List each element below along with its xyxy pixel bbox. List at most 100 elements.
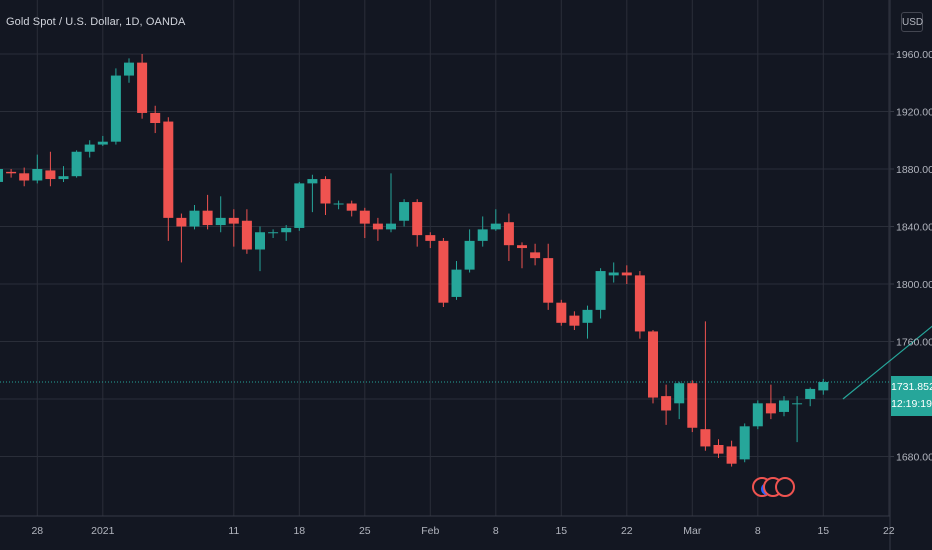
candle-body — [110, 75, 121, 142]
candle-body — [372, 223, 383, 230]
candle-body — [137, 62, 148, 113]
x-tick-label: 22 — [883, 525, 895, 537]
candle-body — [674, 383, 685, 404]
candle-body — [150, 112, 161, 123]
candle — [517, 242, 527, 269]
candle-body — [255, 232, 265, 250]
candle — [137, 54, 148, 119]
candle-body — [530, 252, 541, 259]
candle — [556, 299, 567, 326]
candle — [294, 181, 305, 231]
candle — [124, 58, 134, 83]
grid — [0, 0, 890, 516]
candle-body — [176, 217, 187, 227]
candle-body — [71, 151, 82, 177]
candle-body — [503, 222, 514, 246]
x-tick-label: 28 — [31, 525, 43, 537]
y-tick-label: 1760.000 — [896, 337, 932, 349]
candle-body — [202, 210, 213, 226]
candle — [713, 439, 724, 458]
candle-body — [45, 170, 56, 180]
chart-title: Gold Spot / U.S. Dollar, 1D, OANDA — [6, 16, 186, 28]
candle-body — [582, 309, 593, 323]
candle-body — [399, 202, 410, 221]
candle-body — [386, 223, 396, 230]
event-flag-icon[interactable] — [775, 477, 795, 497]
candle — [634, 271, 645, 339]
candle-body — [84, 144, 95, 152]
candle — [19, 167, 30, 187]
candle-body — [346, 203, 357, 211]
candle — [58, 166, 69, 182]
x-tick-label: 15 — [817, 525, 829, 537]
candle-body — [621, 272, 632, 276]
candle — [661, 384, 672, 425]
candle — [346, 200, 357, 217]
candle-body — [359, 210, 370, 224]
candle — [490, 209, 501, 231]
candle — [71, 150, 82, 178]
y-tick-label: 1680.000 — [896, 452, 932, 464]
candle — [792, 396, 803, 443]
candle — [412, 199, 423, 247]
candle — [386, 173, 396, 233]
candle-body — [6, 171, 17, 174]
candle-body — [661, 396, 672, 411]
y-tick-label: 1960.000 — [896, 49, 932, 61]
candle-body — [713, 445, 724, 454]
candle — [372, 217, 383, 241]
candle-body — [451, 269, 462, 297]
candle — [399, 199, 410, 227]
candle-body — [97, 141, 108, 145]
candle-body — [228, 217, 239, 224]
candle — [595, 268, 606, 319]
candle-body — [726, 446, 737, 464]
candle — [6, 169, 17, 178]
candle — [84, 140, 95, 158]
candle — [687, 380, 698, 433]
candle — [0, 169, 3, 182]
candle-body — [752, 403, 763, 427]
currency-button[interactable]: USD — [901, 12, 923, 32]
candle-body — [464, 240, 475, 270]
drawings[interactable]: TP — [842, 303, 932, 400]
candle-body — [320, 179, 331, 204]
y-tick-label: 1800.000 — [896, 279, 932, 291]
candle-body — [333, 203, 344, 205]
candle — [530, 243, 541, 266]
candle — [503, 213, 514, 261]
candle — [163, 117, 174, 241]
candle — [648, 330, 658, 404]
candle-body — [412, 202, 423, 236]
candle-body — [438, 240, 449, 303]
candle-body — [19, 173, 30, 181]
candle — [359, 207, 370, 238]
event-icons[interactable] — [752, 477, 795, 497]
candle-body — [294, 183, 305, 228]
bar-countdown: 12:19:19 — [891, 398, 932, 410]
candle — [320, 176, 331, 215]
candle-body — [805, 388, 816, 399]
x-tick-label: 22 — [621, 525, 633, 537]
trend-line[interactable] — [842, 324, 932, 400]
candle-body — [739, 426, 750, 460]
candle — [189, 204, 200, 230]
candle — [818, 378, 829, 395]
candle-body — [700, 429, 711, 447]
candle-body — [517, 245, 527, 249]
candle — [32, 154, 43, 184]
candle-body — [163, 121, 174, 218]
candle-body — [241, 220, 252, 250]
candle-body — [124, 62, 134, 76]
candle — [255, 226, 265, 272]
candle — [268, 229, 279, 238]
candle — [241, 209, 252, 254]
candle-body — [425, 235, 436, 241]
candle-body — [281, 227, 292, 233]
y-tick-label: 1920.000 — [896, 107, 932, 119]
candle — [333, 200, 344, 210]
candle — [215, 196, 226, 233]
candle — [176, 213, 187, 263]
candle — [569, 311, 580, 330]
